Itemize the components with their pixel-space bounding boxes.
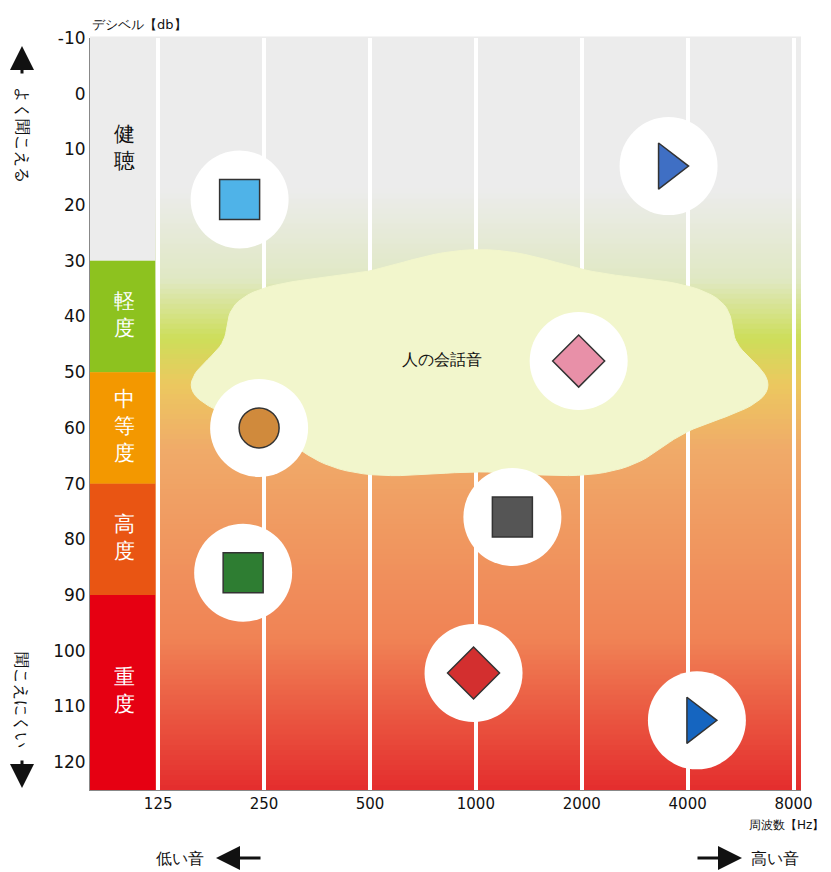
svg-text:周波数【Hz】: 周波数【Hz】 <box>749 818 824 832</box>
svg-text:2000: 2000 <box>563 795 601 813</box>
svg-text:500: 500 <box>356 795 385 813</box>
svg-text:120: 120 <box>53 752 85 772</box>
svg-text:中等度: 中等度 <box>114 387 135 466</box>
svg-text:-10: -10 <box>58 28 86 48</box>
svg-text:60: 60 <box>64 418 86 438</box>
svg-text:デシベル【db】: デシベル【db】 <box>92 17 187 32</box>
svg-text:4000: 4000 <box>669 795 707 813</box>
svg-text:人の会話音: 人の会話音 <box>402 350 482 369</box>
svg-text:100: 100 <box>53 641 85 661</box>
svg-text:40: 40 <box>64 306 86 326</box>
svg-text:高度: 高度 <box>114 512 135 563</box>
svg-text:健聴: 健聴 <box>114 122 135 173</box>
svg-text:90: 90 <box>64 585 86 605</box>
svg-text:80: 80 <box>64 529 86 549</box>
svg-text:重度: 重度 <box>114 665 135 716</box>
svg-text:50: 50 <box>64 362 86 382</box>
svg-text:110: 110 <box>53 696 85 716</box>
svg-text:8000: 8000 <box>774 795 812 813</box>
svg-text:70: 70 <box>64 474 86 494</box>
svg-text:125: 125 <box>144 795 173 813</box>
svg-text:高い音: 高い音 <box>751 849 799 868</box>
svg-text:軽度: 軽度 <box>114 289 135 340</box>
svg-text:0: 0 <box>75 84 86 104</box>
svg-text:1000: 1000 <box>457 795 495 813</box>
svg-text:10: 10 <box>64 139 86 159</box>
svg-text:20: 20 <box>64 195 86 215</box>
svg-text:30: 30 <box>64 251 86 271</box>
svg-text:よく聞こえる: よく聞こえる <box>13 87 32 183</box>
svg-text:250: 250 <box>250 795 279 813</box>
svg-text:聞こえにくい: 聞こえにくい <box>12 652 31 748</box>
svg-text:低い音: 低い音 <box>156 849 204 868</box>
